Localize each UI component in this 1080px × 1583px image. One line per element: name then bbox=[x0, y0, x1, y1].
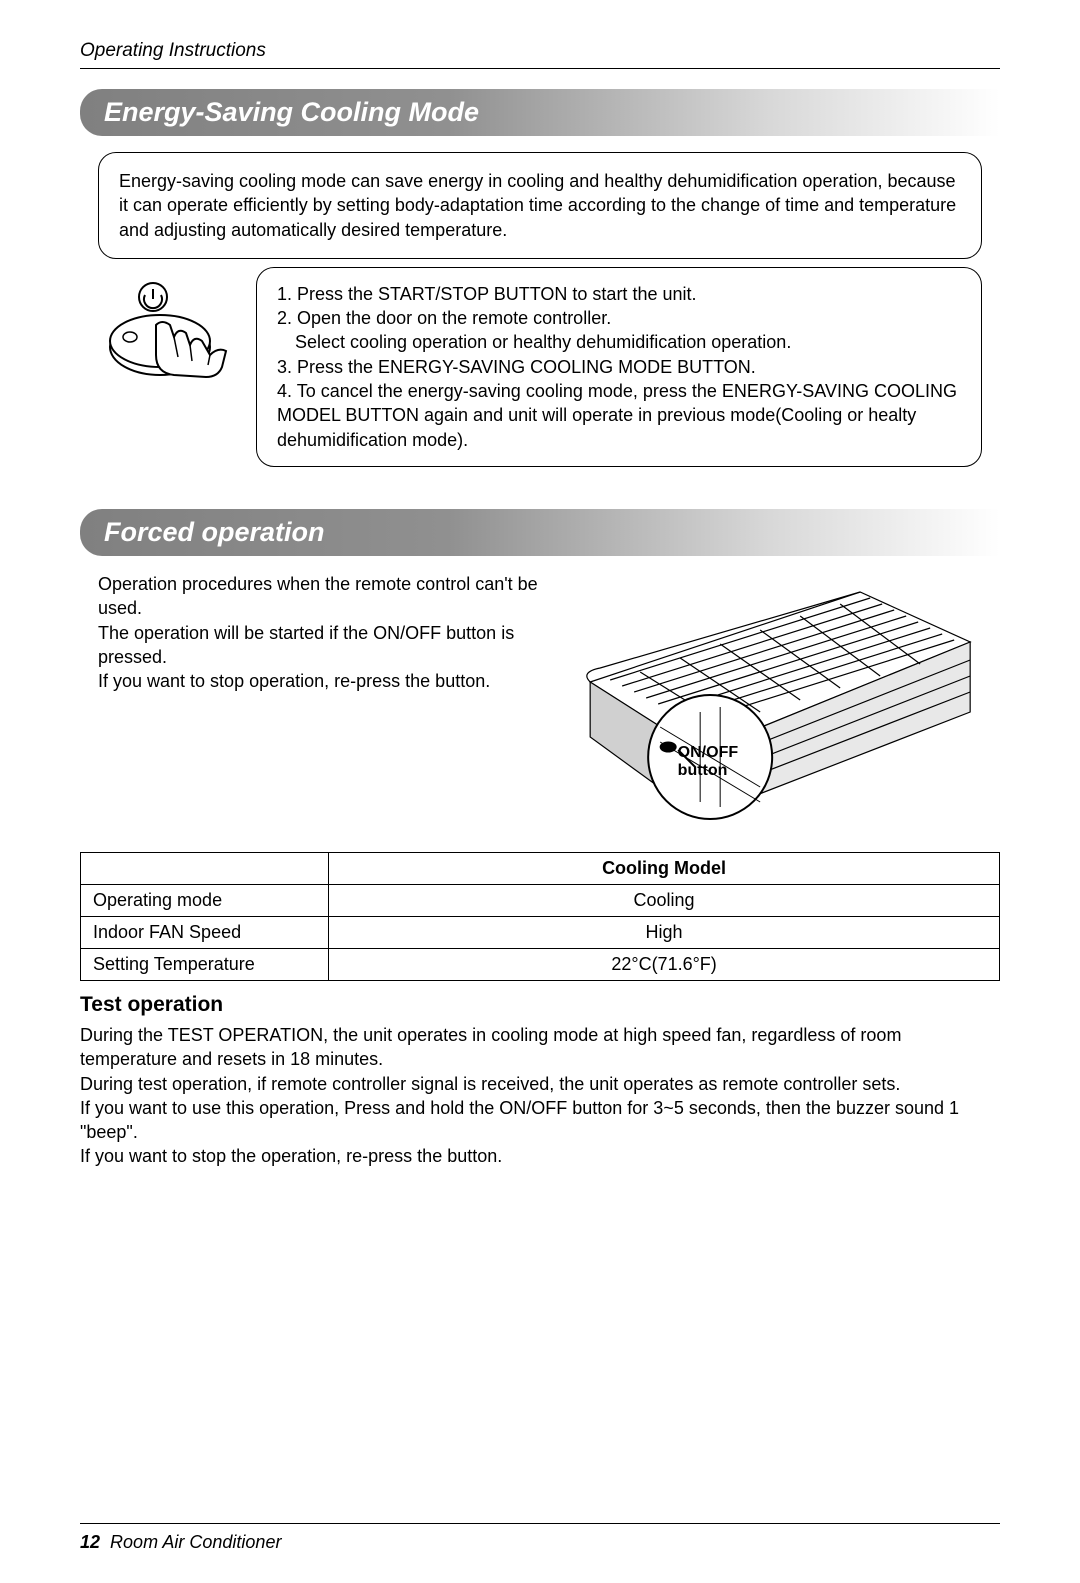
ac-unit-illustration: ON/OFF button bbox=[558, 572, 982, 832]
hand-press-button-illustration bbox=[98, 277, 238, 407]
intro-box: Energy-saving cooling mode can save ener… bbox=[98, 152, 982, 259]
forced-operation-text: Operation procedures when the remote con… bbox=[98, 572, 558, 693]
banner-title: Forced operation bbox=[104, 517, 325, 547]
onoff-button-label: ON/OFF button bbox=[678, 744, 738, 779]
test-op-line: If you want to use this operation, Press… bbox=[80, 1096, 1000, 1145]
onoff-label-line1: ON/OFF bbox=[678, 744, 738, 762]
intro-text: Energy-saving cooling mode can save ener… bbox=[119, 171, 956, 240]
table-cell-value: High bbox=[329, 916, 1000, 948]
step-4: 4. To cancel the energy-saving cooling m… bbox=[277, 379, 961, 452]
table-header-blank bbox=[81, 852, 329, 884]
test-operation-heading: Test operation bbox=[80, 993, 1000, 1017]
test-operation-body: During the TEST OPERATION, the unit oper… bbox=[80, 1023, 1000, 1169]
test-op-line: If you want to stop the operation, re-pr… bbox=[80, 1144, 1000, 1168]
page-number: 12 bbox=[80, 1532, 100, 1552]
step-2b: Select cooling operation or healthy dehu… bbox=[277, 330, 961, 354]
section-banner-energy-saving: Energy-Saving Cooling Mode bbox=[80, 89, 1000, 136]
table-row: Setting Temperature 22°C(71.6°F) bbox=[81, 948, 1000, 980]
section-banner-forced-operation: Forced operation bbox=[80, 509, 1000, 556]
footer-title: Room Air Conditioner bbox=[110, 1532, 281, 1552]
step-1: 1. Press the START/STOP BUTTON to start … bbox=[277, 282, 961, 306]
forced-line: Operation procedures when the remote con… bbox=[98, 572, 548, 621]
test-op-line: During the TEST OPERATION, the unit oper… bbox=[80, 1023, 1000, 1072]
test-op-line: During test operation, if remote control… bbox=[80, 1072, 1000, 1096]
page-header: Operating Instructions bbox=[80, 40, 1000, 62]
table-row: Indoor FAN Speed High bbox=[81, 916, 1000, 948]
steps-box: 1. Press the START/STOP BUTTON to start … bbox=[256, 267, 982, 467]
table-cell-value: 22°C(71.6°F) bbox=[329, 948, 1000, 980]
table-row: Operating mode Cooling bbox=[81, 884, 1000, 916]
step-3: 3. Press the ENERGY-SAVING COOLING MODE … bbox=[277, 355, 961, 379]
table-header-row: Cooling Model bbox=[81, 852, 1000, 884]
table-cell-label: Setting Temperature bbox=[81, 948, 329, 980]
table-cell-label: Operating mode bbox=[81, 884, 329, 916]
forced-line: If you want to stop operation, re-press … bbox=[98, 669, 548, 693]
table-cell-label: Indoor FAN Speed bbox=[81, 916, 329, 948]
table-header-cooling-model: Cooling Model bbox=[329, 852, 1000, 884]
table-cell-value: Cooling bbox=[329, 884, 1000, 916]
banner-title: Energy-Saving Cooling Mode bbox=[104, 97, 479, 127]
cooling-model-table: Cooling Model Operating mode Cooling Ind… bbox=[80, 852, 1000, 981]
onoff-label-line2: button bbox=[678, 762, 738, 780]
forced-line: The operation will be started if the ON/… bbox=[98, 621, 548, 670]
step-2a: 2. Open the door on the remote controlle… bbox=[277, 306, 961, 330]
